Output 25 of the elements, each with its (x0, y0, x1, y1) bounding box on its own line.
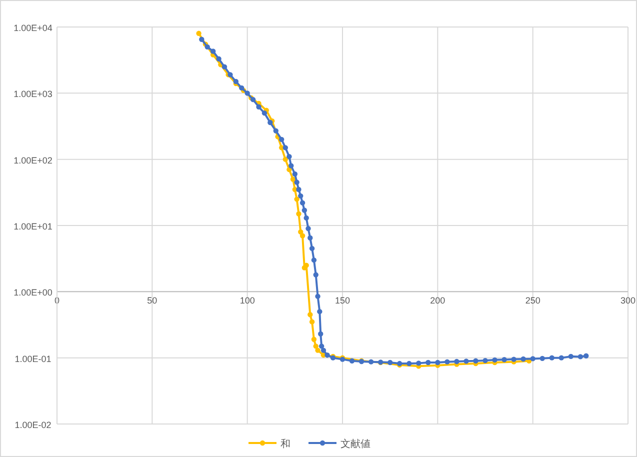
y-tick-label: 1.00E+03 (14, 89, 52, 100)
x-tick-label: 150 (334, 296, 350, 306)
y-tick-label: 1.00E-01 (14, 354, 52, 364)
y-tick-label: 1.00E+02 (14, 155, 52, 166)
x-tick-label: 250 (525, 296, 540, 306)
y-tick-label: 1.00E+04 (14, 23, 52, 33)
point (313, 344, 318, 349)
y-tick-label: 1.00E+01 (14, 222, 52, 232)
y-tick-label: 1.00E+00 (14, 288, 52, 298)
point (294, 196, 300, 202)
point (296, 211, 302, 216)
x-tick-label: 200 (430, 296, 446, 306)
point (311, 336, 317, 342)
point (309, 319, 315, 324)
point (300, 233, 306, 238)
x-tick-label: 50 (147, 296, 158, 306)
y-tick-label: 1.00E-02 (14, 420, 52, 430)
legend-label: 文献値 (340, 438, 370, 450)
point (282, 156, 288, 162)
point (315, 348, 320, 353)
x-tick-label: 100 (240, 296, 255, 306)
x-tick-label: 300 (620, 296, 636, 306)
legend-label: 和 (280, 438, 290, 450)
point (196, 30, 202, 36)
point (308, 312, 313, 318)
